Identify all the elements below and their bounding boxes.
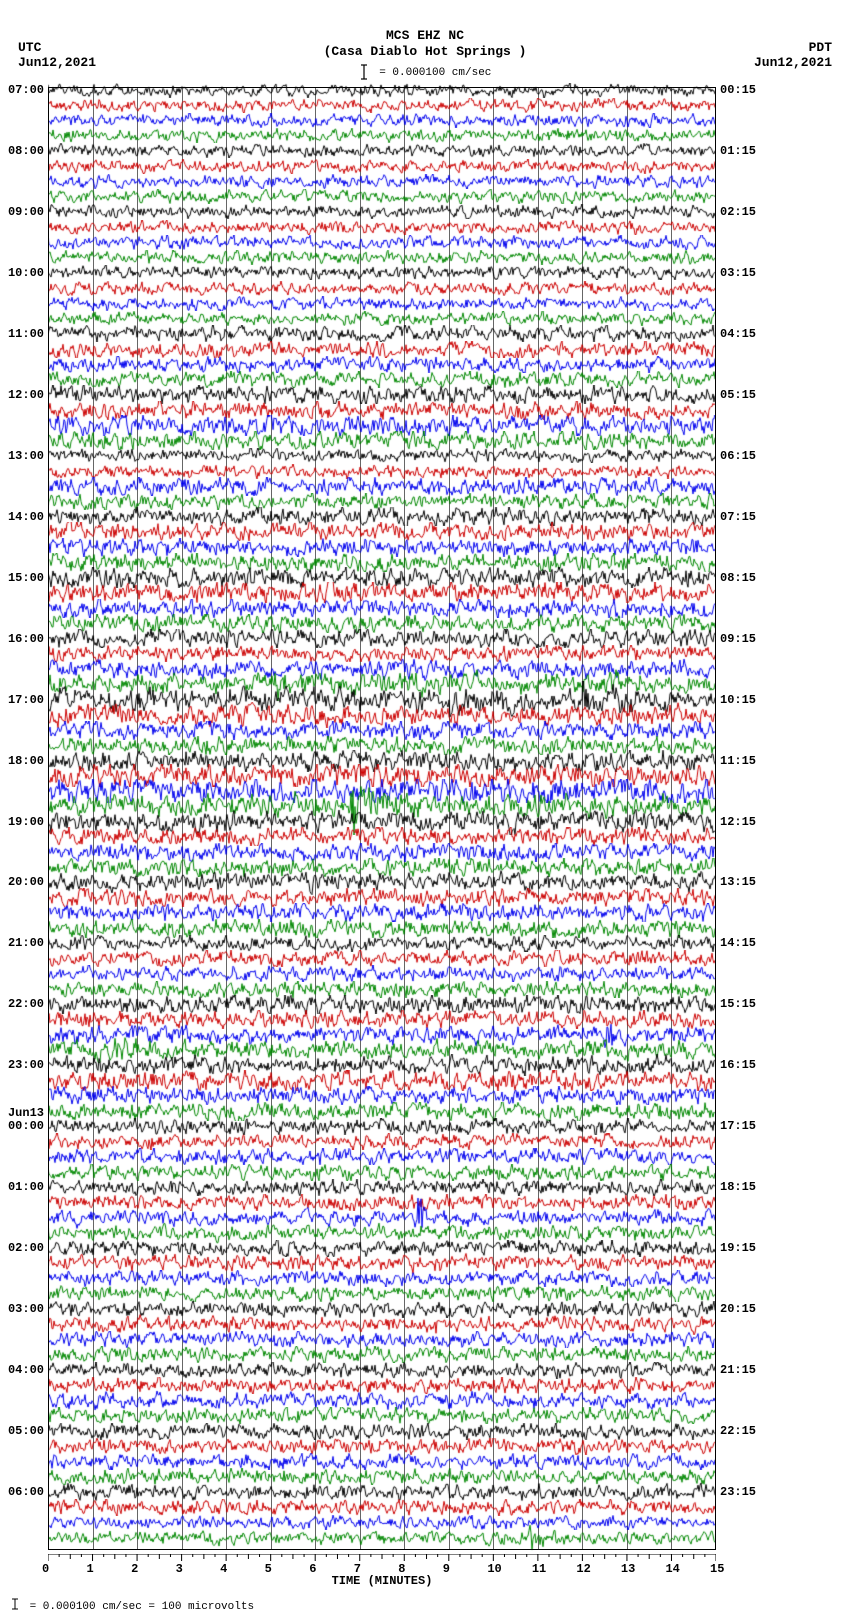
trace-row	[48, 83, 716, 98]
trace-row	[48, 235, 716, 250]
left-hour-label: 03:00	[8, 1302, 44, 1316]
station-subtitle: (Casa Diablo Hot Springs )	[0, 44, 850, 59]
left-hour-label: 12:00	[8, 388, 44, 402]
right-hour-label: 22:15	[720, 1424, 756, 1438]
left-hour-label: 23:00	[8, 1058, 44, 1072]
left-hour-label: 07:00	[8, 83, 44, 97]
timezone-right: PDT Jun12,2021	[754, 40, 832, 70]
trace-row	[48, 174, 716, 189]
station-title: MCS EHZ NC	[0, 28, 850, 43]
trace-row	[48, 189, 716, 204]
right-hour-label: 18:15	[720, 1180, 756, 1194]
left-hour-label: 08:00	[8, 144, 44, 158]
left-hour-label: 10:00	[8, 266, 44, 280]
right-hour-label: 19:15	[720, 1241, 756, 1255]
scale-label: = 0.000100 cm/sec	[379, 67, 491, 79]
left-hour-label: 18:00	[8, 754, 44, 768]
right-hour-label: 14:15	[720, 936, 756, 950]
x-axis-label: TIME (MINUTES)	[48, 1574, 716, 1588]
left-hour-label: 14:00	[8, 510, 44, 524]
left-hour-label: 11:00	[8, 327, 44, 341]
right-hour-labels: 00:1501:1502:1503:1504:1505:1506:1507:15…	[718, 87, 838, 1550]
right-hour-label: 02:15	[720, 205, 756, 219]
seismogram-plot	[48, 87, 716, 1550]
left-hour-label: 19:00	[8, 815, 44, 829]
trace-row	[48, 250, 716, 265]
trace-row	[48, 281, 716, 296]
trace-row	[48, 159, 716, 174]
left-hour-label: 01:00	[8, 1180, 44, 1194]
trace-row	[48, 265, 716, 280]
right-hour-label: 01:15	[720, 144, 756, 158]
trace-row	[48, 1523, 716, 1553]
tz-left-date: Jun12,2021	[18, 55, 96, 70]
trace-row	[48, 204, 716, 219]
right-hour-label: 16:15	[720, 1058, 756, 1072]
tz-right-name: PDT	[754, 40, 832, 55]
trace-row	[48, 311, 716, 326]
trace-row	[48, 296, 716, 311]
timezone-left: UTC Jun12,2021	[18, 40, 96, 70]
right-hour-label: 10:15	[720, 693, 756, 707]
footer-text: = 0.000100 cm/sec = 100 microvolts	[30, 1601, 254, 1613]
footer-scale: = 0.000100 cm/sec = 100 microvolts	[10, 1598, 254, 1614]
right-hour-label: 11:15	[720, 754, 756, 768]
right-hour-label: 15:15	[720, 997, 756, 1011]
left-hour-label: 00:00	[8, 1119, 44, 1133]
trace-row	[48, 128, 716, 143]
right-hour-label: 00:15	[720, 83, 756, 97]
trace-row	[48, 448, 716, 463]
right-hour-label: 03:15	[720, 266, 756, 280]
left-hour-labels: 07:0008:0009:0010:0011:0012:0013:0014:00…	[0, 87, 46, 1550]
right-hour-label: 21:15	[720, 1363, 756, 1377]
left-hour-label: 13:00	[8, 449, 44, 463]
footer-bar-icon	[10, 1598, 20, 1614]
left-hour-label: 04:00	[8, 1363, 44, 1377]
left-hour-label: 02:00	[8, 1241, 44, 1255]
trace-row	[48, 220, 716, 235]
scale-line: = 0.000100 cm/sec	[0, 63, 850, 81]
seismogram-container: MCS EHZ NC (Casa Diablo Hot Springs ) = …	[0, 0, 850, 1613]
right-hour-label: 23:15	[720, 1485, 756, 1499]
left-hour-label: 15:00	[8, 571, 44, 585]
right-hour-label: 08:15	[720, 571, 756, 585]
right-hour-label: 13:15	[720, 875, 756, 889]
right-hour-label: 07:15	[720, 510, 756, 524]
left-midnight-date: Jun13	[8, 1106, 44, 1120]
left-hour-label: 17:00	[8, 693, 44, 707]
right-hour-label: 06:15	[720, 449, 756, 463]
left-hour-label: 16:00	[8, 632, 44, 646]
left-hour-label: 09:00	[8, 205, 44, 219]
scale-bar-icon	[359, 63, 369, 81]
right-hour-label: 12:15	[720, 815, 756, 829]
left-hour-label: 06:00	[8, 1485, 44, 1499]
left-hour-label: 21:00	[8, 936, 44, 950]
trace-row	[48, 431, 716, 450]
tz-left-name: UTC	[18, 40, 96, 55]
right-hour-label: 09:15	[720, 632, 756, 646]
trace-row	[48, 98, 716, 113]
left-hour-label: 20:00	[8, 875, 44, 889]
trace-row	[48, 143, 716, 158]
left-hour-label: 05:00	[8, 1424, 44, 1438]
right-hour-label: 04:15	[720, 327, 756, 341]
right-hour-label: 17:15	[720, 1119, 756, 1133]
trace-row	[48, 1499, 716, 1516]
tz-right-date: Jun12,2021	[754, 55, 832, 70]
right-hour-label: 05:15	[720, 388, 756, 402]
trace-row	[48, 113, 716, 128]
left-hour-label: 22:00	[8, 997, 44, 1011]
right-hour-label: 20:15	[720, 1302, 756, 1316]
